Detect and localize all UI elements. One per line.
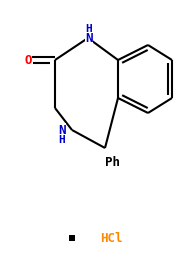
Text: N: N: [85, 32, 93, 45]
Text: O: O: [24, 54, 32, 67]
Text: Ph: Ph: [105, 155, 121, 169]
Text: HCl: HCl: [100, 232, 122, 244]
Text: H: H: [86, 24, 92, 34]
Text: H: H: [59, 135, 65, 145]
Text: N: N: [58, 123, 66, 136]
